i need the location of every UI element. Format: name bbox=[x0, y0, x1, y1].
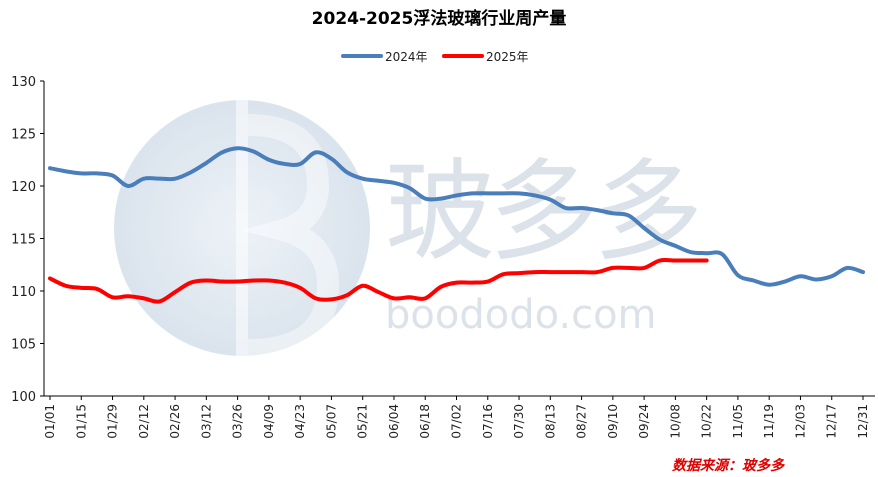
x-tick-label: 06/18 bbox=[418, 404, 432, 439]
x-tick-label: 11/19 bbox=[762, 404, 776, 439]
y-tick-label: 100 bbox=[11, 390, 36, 405]
y-tick-label: 110 bbox=[11, 285, 36, 300]
series-line-2025 bbox=[48, 258, 709, 304]
x-tick-label: 09/24 bbox=[637, 404, 651, 439]
watermark-brand: 玻多多 bbox=[385, 148, 697, 276]
x-tick-label: 07/02 bbox=[450, 404, 464, 439]
y-tick-label: 105 bbox=[11, 338, 36, 353]
x-tick-label: 10/22 bbox=[700, 404, 714, 439]
x-tick-label: 02/12 bbox=[137, 404, 151, 439]
watermark: 玻多多 boododo.com bbox=[114, 100, 703, 361]
x-tick-label: 02/26 bbox=[168, 404, 182, 439]
y-axis-ticks: 100 105 110 115 120 125 130 bbox=[11, 75, 44, 405]
source-note: 数据来源：玻多多 bbox=[672, 457, 785, 474]
series-layer bbox=[48, 146, 865, 304]
y-tick-label: 130 bbox=[11, 75, 36, 90]
x-tick-label: 01/29 bbox=[106, 404, 120, 439]
x-tick-label: 04/23 bbox=[293, 404, 307, 439]
x-tick-label: 12/17 bbox=[825, 404, 839, 439]
x-tick-label: 03/26 bbox=[231, 404, 245, 439]
series-line-2024 bbox=[48, 146, 865, 287]
x-tick-label: 08/27 bbox=[575, 404, 589, 439]
x-axis-ticks: 01/01 01/15 01/29 02/12 02/26 03/12 03/26 04/09… bbox=[43, 396, 870, 439]
x-tick-label: 11/05 bbox=[731, 404, 745, 439]
y-tick-label: 120 bbox=[11, 180, 36, 195]
x-tick-label: 03/12 bbox=[199, 404, 213, 439]
y-tick-label: 115 bbox=[11, 233, 36, 248]
x-tick-label: 08/13 bbox=[543, 404, 557, 439]
legend: 2024年 2025年 bbox=[341, 50, 529, 64]
watermark-url: boododo.com bbox=[385, 292, 657, 338]
x-tick-label: 12/31 bbox=[856, 404, 870, 439]
x-tick-label: 05/07 bbox=[324, 404, 338, 439]
x-tick-label: 05/21 bbox=[356, 404, 370, 439]
y-tick-label: 125 bbox=[11, 128, 36, 143]
legend-label-2025: 2025年 bbox=[486, 50, 529, 64]
x-tick-label: 07/16 bbox=[481, 404, 495, 439]
x-tick-label: 01/01 bbox=[43, 404, 57, 439]
x-tick-label: 01/15 bbox=[74, 404, 88, 439]
x-tick-label: 07/30 bbox=[512, 404, 526, 439]
x-tick-label: 12/03 bbox=[793, 404, 807, 439]
legend-label-2024: 2024年 bbox=[385, 50, 428, 64]
x-tick-label: 09/10 bbox=[606, 404, 620, 439]
x-tick-label: 04/09 bbox=[262, 404, 276, 439]
x-tick-label: 10/08 bbox=[668, 404, 682, 439]
x-tick-label: 06/04 bbox=[387, 404, 401, 439]
chart-title: 2024-2025浮法玻璃行业周产量 bbox=[312, 8, 567, 29]
